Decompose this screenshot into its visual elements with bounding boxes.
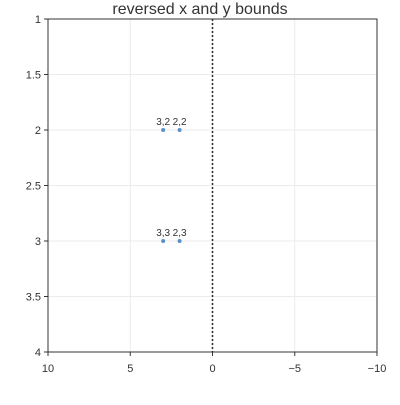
- y-tick-label: 3: [35, 236, 41, 248]
- chart-title: reversed x and y bounds: [112, 1, 287, 18]
- data-label: 2,3: [173, 228, 187, 239]
- x-axis: 10 5 0 −5 −10: [42, 352, 386, 375]
- x-tick-label: 5: [127, 363, 133, 375]
- y-tick-label: 1.5: [26, 70, 41, 82]
- x-tick-label: 10: [42, 363, 54, 375]
- data-point: [161, 239, 166, 243]
- x-tick-label: −5: [288, 363, 301, 375]
- y-tick-label: 4: [35, 347, 41, 359]
- y-axis: 1 1.5 2 2.5 3 3.5 4: [26, 14, 48, 359]
- y-tick-label: 3.5: [26, 292, 41, 304]
- data-point: [177, 239, 182, 243]
- data-point: [161, 128, 166, 132]
- data-label: 3,3: [156, 228, 170, 239]
- data-label: 3,2: [156, 117, 170, 128]
- data-point: [177, 128, 182, 132]
- y-tick-label: 2.5: [26, 181, 41, 193]
- data-labels: 3,2 2,2 3,3 2,3: [156, 117, 187, 239]
- y-tick-label: 2: [35, 125, 41, 137]
- x-tick-label: 0: [209, 363, 215, 375]
- data-label: 2,2: [173, 117, 187, 128]
- x-tick-label: −10: [368, 363, 387, 375]
- y-tick-label: 1: [35, 14, 41, 26]
- data-points: [161, 128, 182, 243]
